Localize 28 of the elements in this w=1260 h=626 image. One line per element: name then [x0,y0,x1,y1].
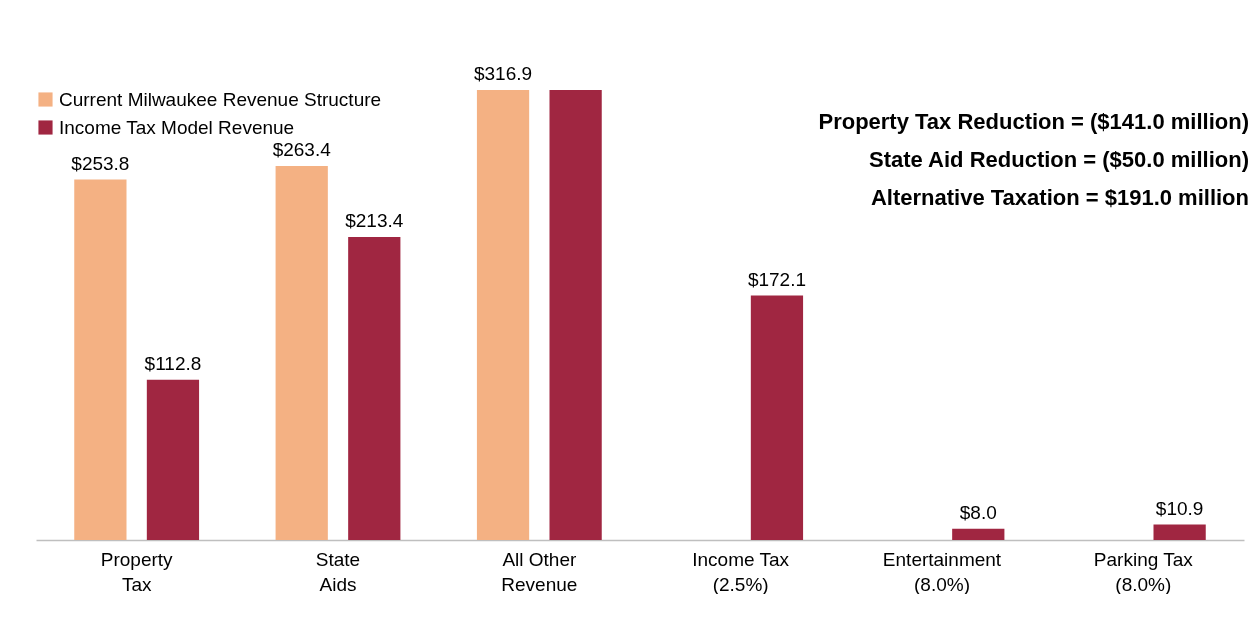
data-label: $253.8 [71,152,130,174]
bar [952,528,1005,540]
legend-label: Income Tax Model Revenue [59,116,295,138]
x-tick-label: Property Tax [100,548,174,595]
bar [750,295,804,540]
legend-label: Current Milwaukee Revenue Structure [59,88,382,110]
bar [146,379,200,540]
annotation: Property Tax Reduction = ($141.0 million) [818,109,1249,134]
data-label: $263.4 [272,138,332,160]
data-label: $112.8 [144,352,202,374]
bar [549,90,602,540]
bar [348,236,401,540]
x-tick-label: Parking Tax (8.0%) [1093,548,1194,595]
data-label: $316.9 [473,63,533,84]
data-label: $10.9 [1155,497,1204,519]
data-label: $213.4 [345,209,404,231]
data-label: $172.1 [747,268,807,290]
annotation: Alternative Taxation = $191.0 million [870,185,1249,210]
x-tick-label: All Other Revenue [501,548,578,595]
x-tick-label: Entertainment (8.0%) [882,548,1002,595]
bar [275,165,328,540]
x-tick-label: State Aids [315,548,361,595]
bar [1153,524,1206,540]
bar [476,90,530,540]
x-tick-label: Income Tax (2.5%) [692,548,790,595]
bar [74,179,127,540]
data-label: $8.0 [959,501,997,523]
annotation: State Aid Reduction = ($50.0 million) [869,147,1249,172]
